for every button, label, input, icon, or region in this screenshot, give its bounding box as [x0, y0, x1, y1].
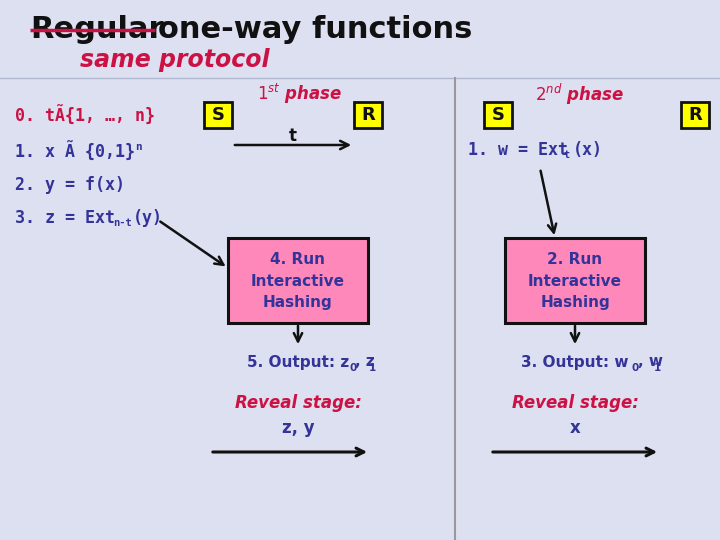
Text: Interactive: Interactive	[528, 273, 622, 288]
Text: $2^{nd}$ phase: $2^{nd}$ phase	[536, 82, 625, 106]
Text: , z: , z	[355, 354, 374, 369]
Text: 5. Output: z: 5. Output: z	[247, 354, 349, 369]
Text: 1. x Ã {0,1}: 1. x Ã {0,1}	[15, 142, 135, 162]
Text: R: R	[361, 106, 375, 124]
Text: x: x	[570, 419, 580, 437]
Text: Hashing: Hashing	[263, 294, 333, 309]
Text: Interactive: Interactive	[251, 273, 345, 288]
Text: S: S	[212, 106, 225, 124]
Text: t: t	[564, 150, 570, 160]
FancyBboxPatch shape	[204, 102, 232, 128]
FancyBboxPatch shape	[505, 238, 645, 323]
Text: 3. z = Ext: 3. z = Ext	[15, 209, 115, 227]
Text: n: n	[135, 142, 142, 152]
Text: 4. Run: 4. Run	[271, 253, 325, 267]
Text: Hashing: Hashing	[540, 294, 610, 309]
Text: 1: 1	[369, 363, 377, 373]
FancyBboxPatch shape	[681, 102, 709, 128]
Text: S: S	[492, 106, 505, 124]
Text: one-way functions: one-way functions	[158, 16, 472, 44]
Text: z, y: z, y	[282, 419, 315, 437]
Text: (x): (x)	[573, 141, 603, 159]
Text: 0: 0	[350, 363, 357, 373]
Text: (y): (y)	[133, 209, 163, 227]
Text: same protocol: same protocol	[80, 48, 269, 72]
FancyBboxPatch shape	[354, 102, 382, 128]
Text: 2. y = f(x): 2. y = f(x)	[15, 176, 125, 194]
Text: 1. w = Ext: 1. w = Ext	[468, 141, 568, 159]
Text: 3. Output: w: 3. Output: w	[521, 354, 629, 369]
Text: $1^{st}$ phase: $1^{st}$ phase	[258, 82, 343, 106]
Text: Reveal stage:: Reveal stage:	[512, 394, 639, 412]
Text: Reveal stage:: Reveal stage:	[235, 394, 361, 412]
Text: 1: 1	[654, 363, 661, 373]
Text: n-t: n-t	[113, 218, 132, 228]
Text: t: t	[289, 127, 297, 145]
Text: 2. Run: 2. Run	[547, 253, 603, 267]
Text: , w: , w	[638, 354, 663, 369]
Text: Regular: Regular	[30, 16, 163, 44]
FancyBboxPatch shape	[484, 102, 512, 128]
Text: 0. tÃ{1, …, n}: 0. tÃ{1, …, n}	[15, 106, 155, 126]
Text: 0: 0	[632, 363, 639, 373]
Text: R: R	[688, 106, 702, 124]
FancyBboxPatch shape	[228, 238, 368, 323]
